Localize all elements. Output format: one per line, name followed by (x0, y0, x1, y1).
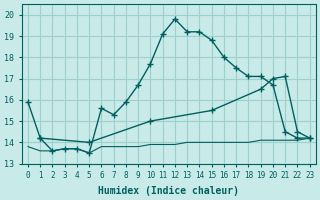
X-axis label: Humidex (Indice chaleur): Humidex (Indice chaleur) (98, 186, 239, 196)
